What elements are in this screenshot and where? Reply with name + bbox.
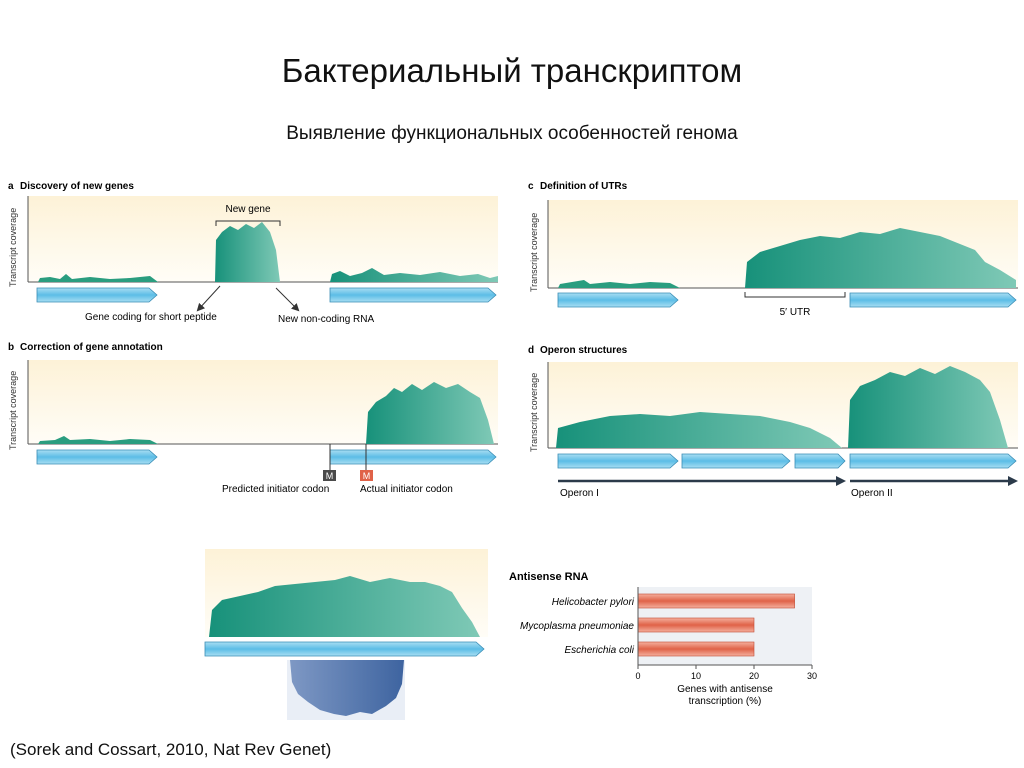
chart-category-label: Helicobacter pylori — [552, 597, 635, 608]
predicted-codon-label: Predicted initiator codon — [222, 484, 329, 495]
coverage-peak — [366, 382, 494, 444]
chart-bar — [637, 617, 755, 633]
actual-codon-label: Actual initiator codon — [360, 484, 453, 495]
utr-label: 5′ UTR — [780, 307, 811, 318]
chart-bar — [637, 593, 795, 609]
chart-title: Antisense RNA — [509, 571, 589, 583]
panel-title: Discovery of new genes — [20, 181, 134, 192]
gene-arrow — [557, 292, 679, 308]
panel-letter: c — [528, 181, 534, 192]
gene-arrow — [681, 453, 791, 469]
operon-arrowhead — [1008, 476, 1018, 486]
coverage-peak-new-gene — [215, 222, 280, 282]
panel-a: a Discovery of new genes Transcript cove… — [8, 181, 498, 325]
antisense-illustration — [204, 549, 488, 720]
y-axis-label: Transcript coverage — [8, 208, 18, 287]
gene-arrow — [557, 453, 679, 469]
panel-b: b Correction of gene annotation Transcri… — [8, 342, 498, 495]
slide-title: Бактериальный транскриптом — [281, 52, 743, 89]
panel-title: Correction of gene annotation — [20, 342, 163, 353]
panel-c: c Definition of UTRs Transcript coverage… — [528, 181, 1018, 318]
antisense-bar-chart: Antisense RNA Helicobacter pylori Mycopla… — [509, 571, 817, 707]
coverage-peak — [745, 228, 1016, 288]
panel-letter: b — [8, 342, 14, 353]
operon-1-label: Operon I — [560, 488, 599, 499]
y-axis-label: Transcript coverage — [8, 371, 18, 450]
panel-title: Definition of UTRs — [540, 181, 628, 192]
new-gene-label: New gene — [225, 204, 270, 215]
coverage-trace — [38, 274, 158, 282]
y-axis-label: Transcript coverage — [529, 373, 539, 452]
annotation-noncoding-rna: New non-coding RNA — [278, 314, 374, 325]
chart-x-axis-label: transcription (%) — [689, 696, 762, 707]
citation: (Sorek and Cossart, 2010, Nat Rev Genet) — [10, 740, 332, 759]
new-gene-bracket — [215, 220, 281, 226]
gene-arrow — [849, 453, 1017, 469]
coverage-operon-2 — [848, 366, 1008, 448]
operon-arrowhead — [836, 476, 846, 486]
gene-arrow — [204, 641, 485, 657]
gene-arrow — [849, 292, 1017, 308]
antisense-coverage — [290, 660, 404, 716]
chart-tick-label: 20 — [749, 671, 759, 681]
annotation-arrow — [275, 287, 300, 312]
annotation-short-peptide: Gene coding for short peptide — [85, 312, 217, 323]
slide-subtitle: Выявление функциональных особенностей ге… — [286, 123, 738, 144]
panel-letter: d — [528, 345, 534, 356]
gene-arrow — [329, 287, 497, 303]
operon-2-label: Operon II — [851, 488, 893, 499]
codon-letter: M — [326, 471, 334, 481]
panel-letter: a — [8, 181, 14, 192]
coverage-operon-1 — [556, 412, 842, 448]
coverage-trace — [558, 280, 680, 288]
chart-category-label: Escherichia coli — [565, 645, 635, 656]
coverage-trace — [38, 436, 158, 444]
chart-category-label: Mycoplasma pneumoniae — [520, 621, 634, 632]
y-axis-label: Transcript coverage — [529, 213, 539, 292]
chart-tick-label: 10 — [691, 671, 701, 681]
chart-tick-label: 30 — [807, 671, 817, 681]
panel-title: Operon structures — [540, 345, 628, 356]
chart-x-axis-label: Genes with antisense — [677, 684, 773, 695]
panel-d: d Operon structures Transcript coverage … — [528, 345, 1018, 499]
codon-letter: M — [363, 471, 371, 481]
sense-coverage — [209, 576, 480, 637]
annotation-arrow — [196, 285, 221, 312]
gene-arrow — [794, 453, 846, 469]
gene-arrow — [36, 287, 158, 303]
predicted-codon-marker — [323, 470, 336, 481]
chart-tick-label: 0 — [635, 671, 640, 681]
utr-bracket — [744, 292, 846, 298]
gene-arrow — [329, 449, 497, 465]
chart-bar — [637, 641, 755, 657]
coverage-trace — [330, 268, 498, 282]
gene-arrow — [36, 449, 158, 465]
actual-codon-marker — [360, 470, 373, 481]
